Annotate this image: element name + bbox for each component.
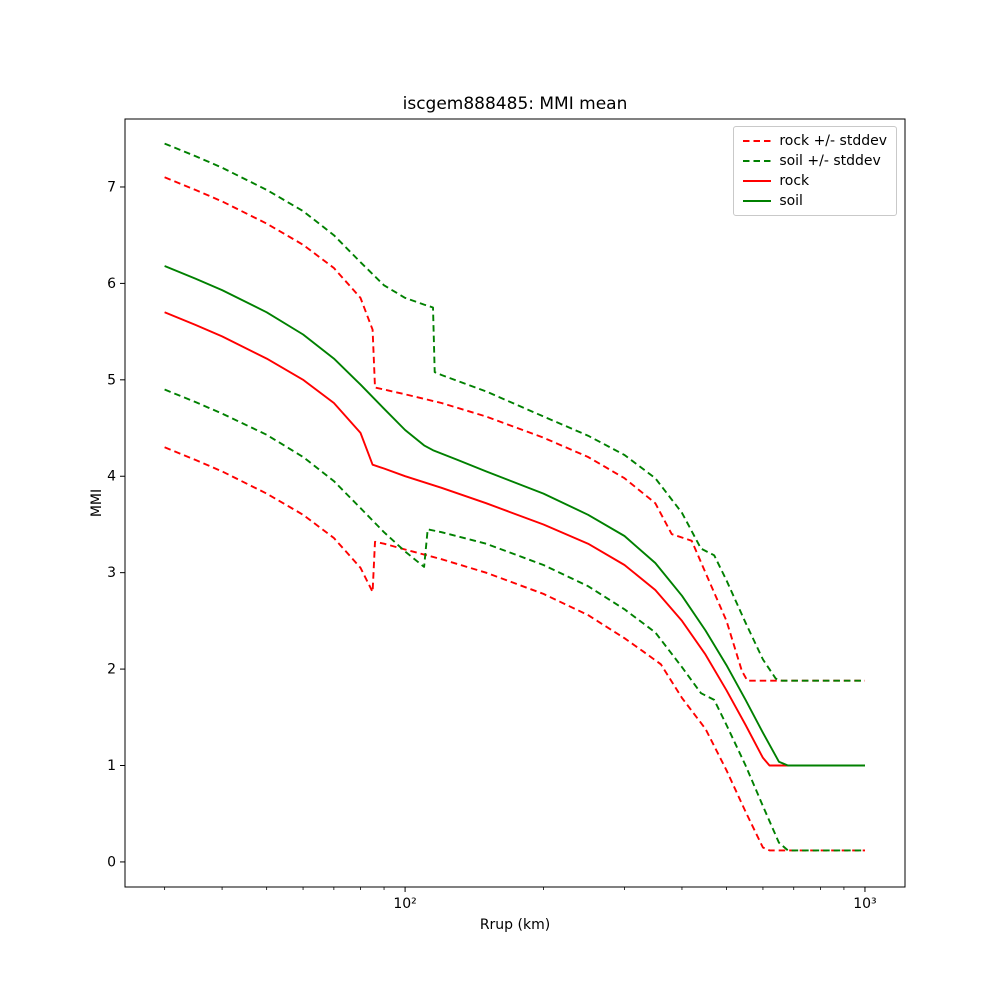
- y-tick-label: 5: [107, 372, 116, 388]
- x-tick-label: 10³: [853, 896, 876, 912]
- y-tick-label: 1: [107, 758, 116, 774]
- y-tick-label: 3: [107, 565, 116, 581]
- x-axis-label: Rrup (km): [479, 917, 551, 933]
- legend-item-soil-plus-stddev: soil +/- stddev: [742, 153, 887, 169]
- legend-line-sample: [743, 160, 772, 162]
- legend-item-rock-mean: rock: [742, 173, 887, 189]
- chart-title: iscgem888485: MMI mean: [402, 94, 628, 114]
- y-axis-label: MMI: [89, 488, 105, 518]
- legend-line-sample: [743, 140, 772, 142]
- y-tick-label: 2: [107, 662, 116, 678]
- series-soil-mean: [164, 265, 865, 767]
- series-rock-plus-stddev: [164, 176, 865, 682]
- y-tick-label: 4: [107, 469, 116, 485]
- series-soil-plus-stddev: [164, 142, 865, 682]
- series-soil-minus-stddev: [164, 388, 865, 852]
- series-rock-mean: [164, 311, 865, 767]
- legend-label: soil +/- stddev: [779, 153, 881, 169]
- legend: rock +/- stddev soil +/- stddev rock soil: [733, 126, 897, 216]
- legend-item-soil-mean: soil: [742, 193, 887, 209]
- legend-item-rock-plus-stddev: rock +/- stddev: [742, 133, 887, 149]
- legend-label: rock: [779, 173, 810, 189]
- plot-border: [124, 118, 906, 888]
- legend-label: rock +/- stddev: [779, 133, 887, 149]
- y-tick-label: 6: [107, 276, 116, 292]
- legend-line-sample: [743, 180, 772, 182]
- legend-line-sample: [743, 200, 772, 202]
- y-tick-label: 0: [107, 854, 116, 870]
- legend-label: soil: [779, 193, 803, 209]
- x-tick-label: 10²: [393, 896, 416, 912]
- y-tick-label: 7: [107, 179, 116, 195]
- series-rock-minus-stddev: [164, 446, 865, 852]
